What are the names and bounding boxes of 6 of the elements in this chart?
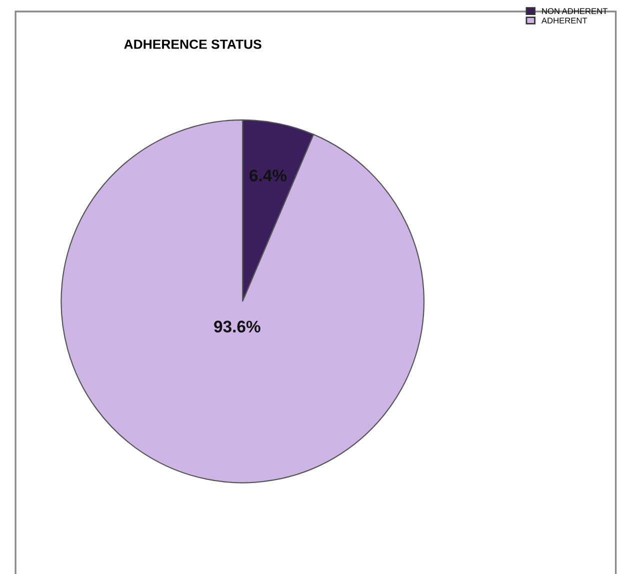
pie-slice xyxy=(60,119,425,484)
data-label: 6.4% xyxy=(250,170,286,182)
data-label: 93.6% xyxy=(214,320,260,333)
legend-label: ADHERENT xyxy=(541,18,588,24)
text: ADHERENCE STATUS xyxy=(124,40,262,49)
legend-label: NON ADHERENT xyxy=(542,8,608,14)
